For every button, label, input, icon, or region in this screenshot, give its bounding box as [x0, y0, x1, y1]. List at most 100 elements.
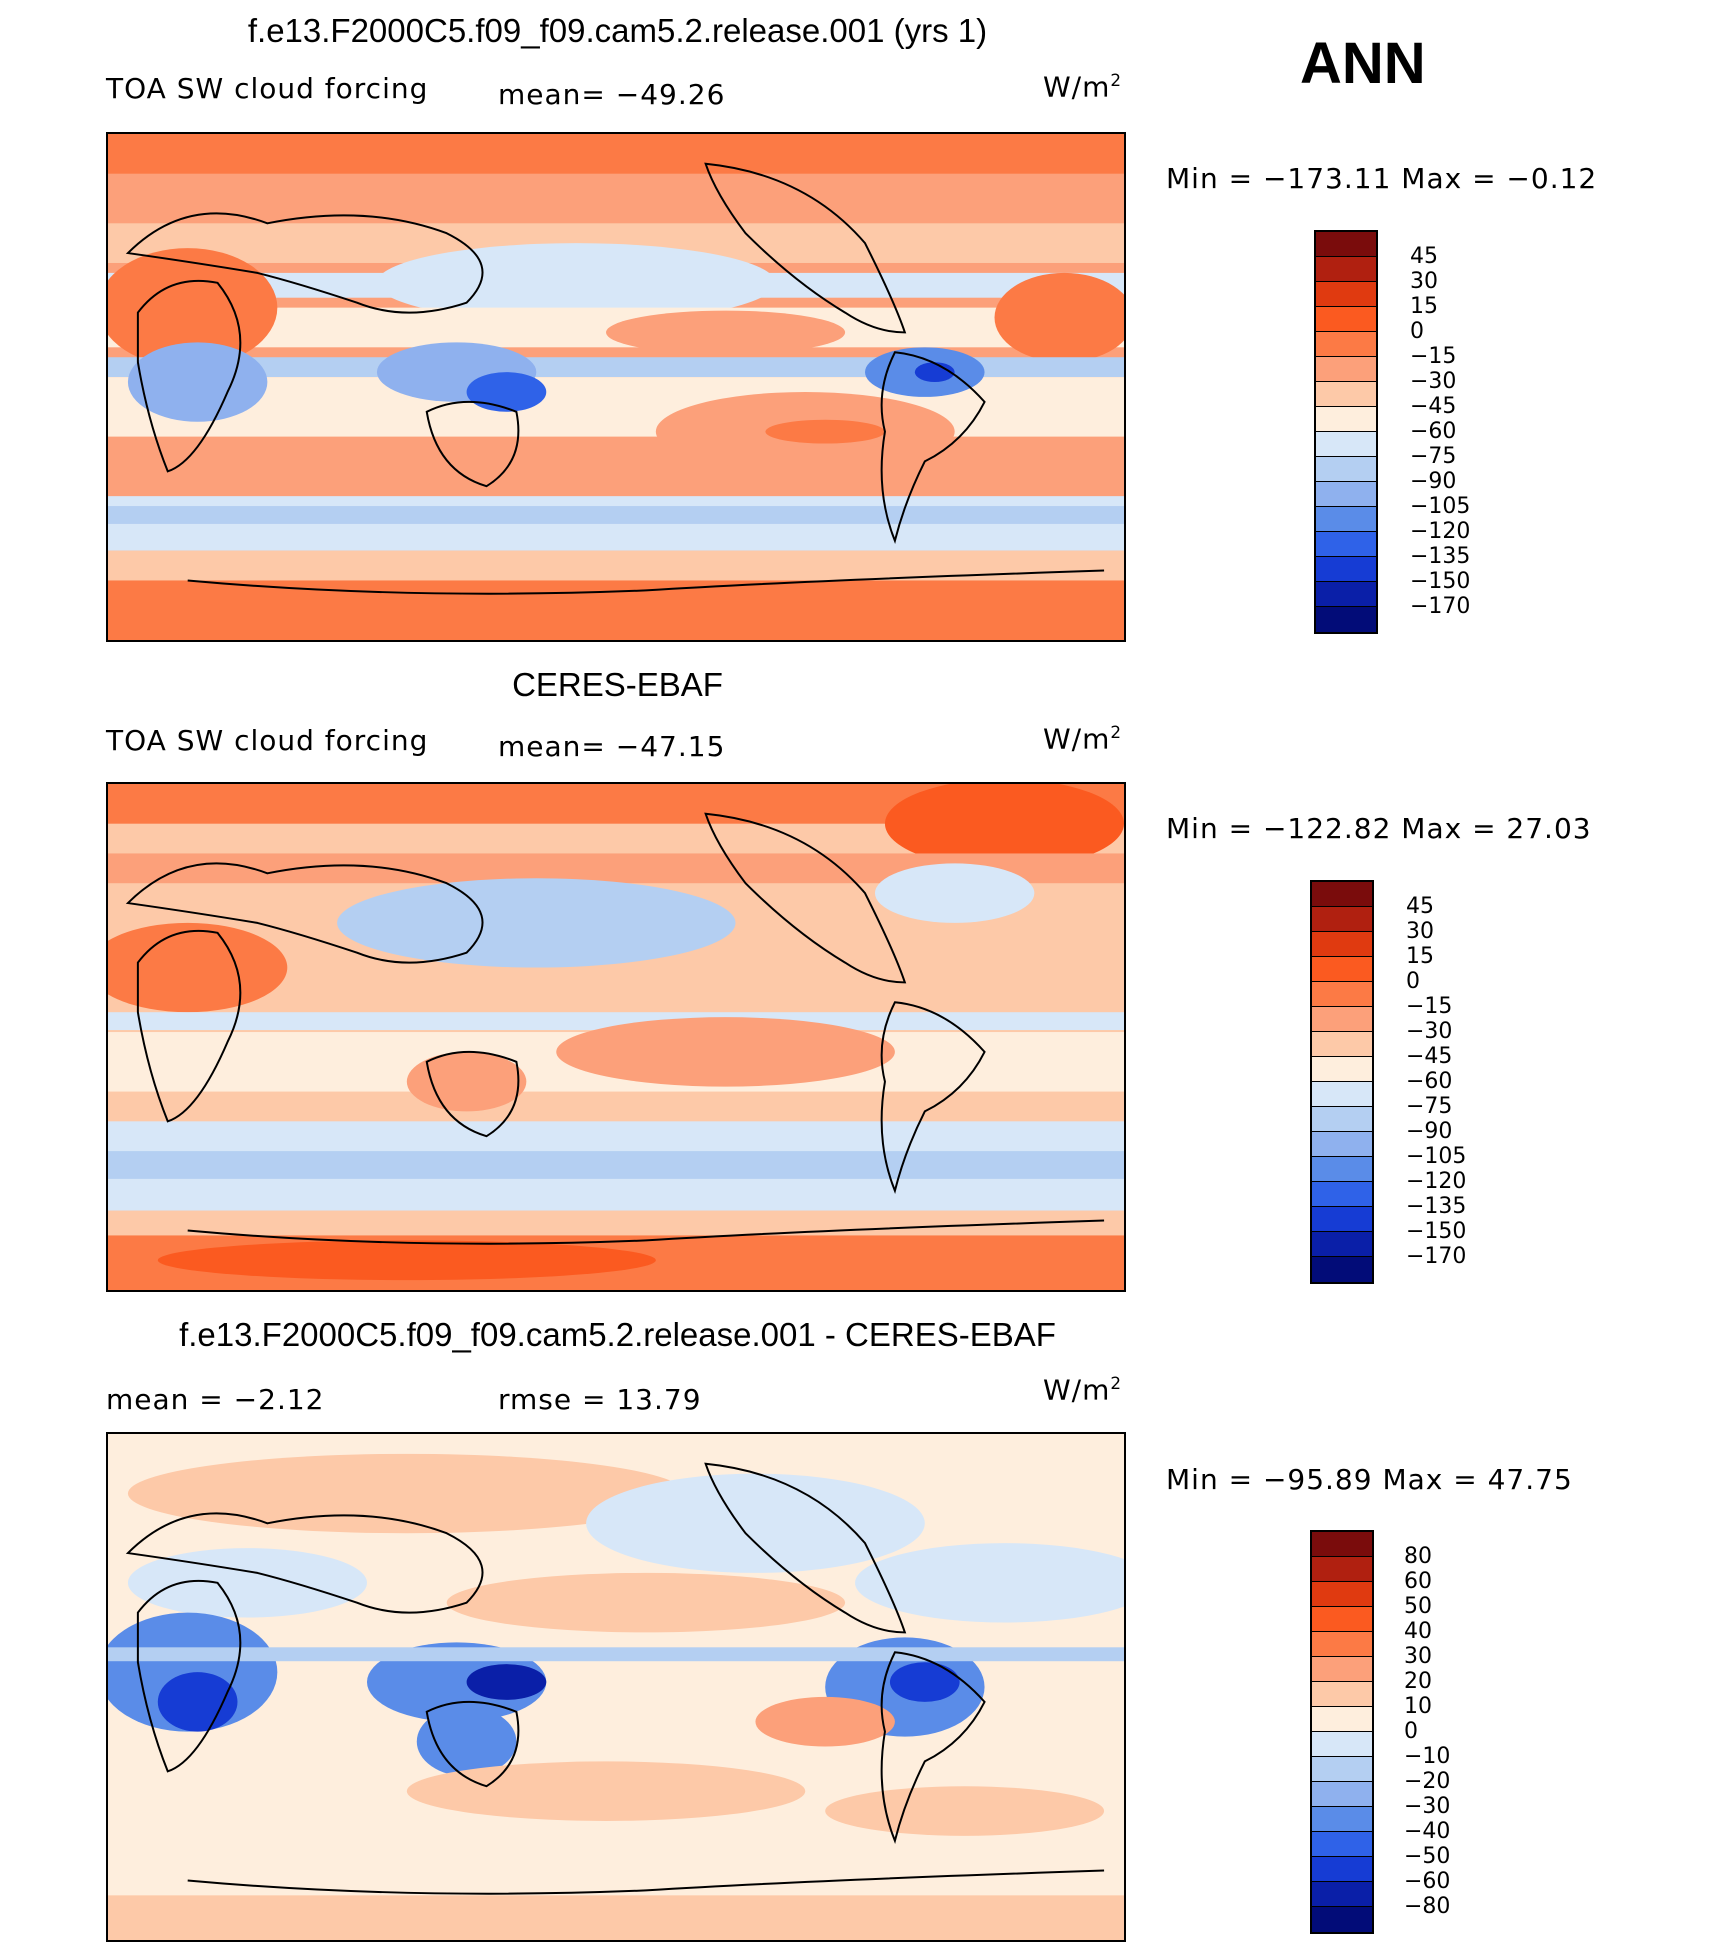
colorbar-segment	[1316, 357, 1376, 382]
panel3-colorbar-labels: 80 60 50 40 30 20 10 0 −10 −20 −30 −40 −50 −60 −80	[1404, 1544, 1450, 1919]
colorbar-level-label: −20	[1404, 1769, 1451, 1794]
panel3-map	[106, 1432, 1126, 1942]
panel2-map	[106, 782, 1126, 1292]
colorbar-level-label: −120	[1406, 1169, 1467, 1194]
colorbar-level-label: 60	[1404, 1569, 1432, 1594]
colorbar-level-label: 15	[1406, 944, 1434, 969]
colorbar-level-label: −60	[1406, 1069, 1453, 1094]
colorbar-segment	[1312, 1807, 1372, 1832]
panel2-variable: TOA SW cloud forcing	[106, 724, 429, 757]
colorbar-segment	[1316, 407, 1376, 432]
panel3-title: f.e13.F2000C5.f09_f09.cam5.2.release.001…	[179, 1316, 1056, 1353]
colorbar-segment	[1312, 1532, 1372, 1557]
colorbar-level-label: 45	[1406, 894, 1434, 919]
colorbar-level-label: −30	[1406, 1019, 1453, 1044]
colorbar-segment	[1316, 482, 1376, 507]
colorbar-level-label: −60	[1404, 1869, 1451, 1894]
panel2-colorbar-labels: 45 30 15 0 −15 −30 −45 −60 −75 −90 −105 −120 −135 −15…	[1406, 894, 1466, 1269]
colorbar-level-label: 0	[1406, 969, 1420, 994]
colorbar-segment	[1312, 1882, 1372, 1907]
colorbar-level-label: −90	[1410, 469, 1457, 494]
colorbar-segment	[1312, 932, 1372, 957]
colorbar-segment	[1316, 457, 1376, 482]
colorbar-level-label: −170	[1406, 1244, 1467, 1269]
panel2-units: W/m2	[1043, 722, 1123, 756]
colorbar-level-label: 80	[1404, 1544, 1432, 1569]
colorbar-level-label: −150	[1410, 569, 1471, 594]
panel2-title: CERES-EBAF	[512, 666, 723, 703]
colorbar-level-label: −40	[1404, 1819, 1451, 1844]
colorbar-segment	[1312, 1057, 1372, 1082]
colorbar-segment	[1316, 307, 1376, 332]
colorbar-level-label: 30	[1406, 919, 1434, 944]
colorbar-segment	[1316, 557, 1376, 582]
season-label: ANN	[1300, 31, 1426, 96]
colorbar-segment	[1312, 1257, 1372, 1282]
panel1-mean: mean= −49.26	[498, 78, 726, 111]
panel3-units: W/m2	[1043, 1373, 1123, 1407]
colorbar-level-label: −50	[1404, 1844, 1451, 1869]
colorbar-level-label: −105	[1410, 494, 1471, 519]
colorbar-level-label: 20	[1404, 1669, 1432, 1694]
colorbar-level-label: 0	[1410, 319, 1424, 344]
colorbar-segment	[1316, 232, 1376, 257]
colorbar-segment	[1312, 1157, 1372, 1182]
colorbar-level-label: −15	[1406, 994, 1453, 1019]
panel2-colorbar	[1310, 880, 1374, 1284]
panel1-map	[106, 132, 1126, 642]
colorbar-level-label: −75	[1406, 1094, 1453, 1119]
colorbar-level-label: 30	[1410, 269, 1438, 294]
colorbar-level-label: 15	[1410, 294, 1438, 319]
panel3-minmax: Min = −95.89 Max = 47.75	[1166, 1463, 1573, 1496]
panel1-units: W/m2	[1043, 70, 1123, 104]
colorbar-segment	[1316, 382, 1376, 407]
panel1-minmax: Min = −173.11 Max = −0.12	[1166, 162, 1598, 195]
colorbar-segment	[1312, 982, 1372, 1007]
colorbar-segment	[1316, 432, 1376, 457]
colorbar-level-label: 50	[1404, 1594, 1432, 1619]
colorbar-level-label: −45	[1406, 1044, 1453, 1069]
colorbar-level-label: −15	[1410, 344, 1457, 369]
colorbar-segment	[1312, 1182, 1372, 1207]
colorbar-segment	[1312, 882, 1372, 907]
panel1-colorbar-labels: 45 30 15 0 −15 −30 −45 −60 −75 −90 −105 −120 −135 −15…	[1410, 244, 1470, 619]
colorbar-level-label: −150	[1406, 1219, 1467, 1244]
colorbar-level-label: 10	[1404, 1694, 1432, 1719]
colorbar-segment	[1312, 1007, 1372, 1032]
colorbar-level-label: −80	[1404, 1894, 1451, 1919]
panel1-colorbar	[1314, 230, 1378, 634]
colorbar-segment	[1312, 1207, 1372, 1232]
panel3-mean: mean = −2.12	[106, 1383, 325, 1416]
colorbar-level-label: −45	[1410, 394, 1457, 419]
colorbar-segment	[1312, 1032, 1372, 1057]
colorbar-segment	[1312, 1557, 1372, 1582]
colorbar-level-label: −120	[1410, 519, 1471, 544]
colorbar-segment	[1312, 907, 1372, 932]
panel1-title: f.e13.F2000C5.f09_f09.cam5.2.release.001…	[247, 12, 988, 49]
colorbar-segment	[1312, 1732, 1372, 1757]
panel2-minmax: Min = −122.82 Max = 27.03	[1166, 812, 1592, 845]
colorbar-segment	[1316, 607, 1376, 632]
colorbar-segment	[1316, 257, 1376, 282]
colorbar-segment	[1316, 282, 1376, 307]
colorbar-level-label: −105	[1406, 1144, 1467, 1169]
colorbar-segment	[1312, 1107, 1372, 1132]
colorbar-level-label: −75	[1410, 444, 1457, 469]
colorbar-level-label: −10	[1404, 1744, 1451, 1769]
colorbar-segment	[1316, 332, 1376, 357]
colorbar-segment	[1312, 1832, 1372, 1857]
panel3-rmse: rmse = 13.79	[498, 1383, 702, 1416]
colorbar-level-label: −30	[1404, 1794, 1451, 1819]
colorbar-level-label: 40	[1404, 1619, 1432, 1644]
colorbar-level-label: 30	[1404, 1644, 1432, 1669]
colorbar-segment	[1312, 1082, 1372, 1107]
colorbar-level-label: −135	[1410, 544, 1471, 569]
colorbar-segment	[1316, 507, 1376, 532]
colorbar-segment	[1312, 1232, 1372, 1257]
colorbar-level-label: −90	[1406, 1119, 1453, 1144]
colorbar-segment	[1312, 1782, 1372, 1807]
colorbar-segment	[1312, 1632, 1372, 1657]
colorbar-segment	[1312, 1132, 1372, 1157]
colorbar-segment	[1316, 582, 1376, 607]
colorbar-level-label: 0	[1404, 1719, 1418, 1744]
